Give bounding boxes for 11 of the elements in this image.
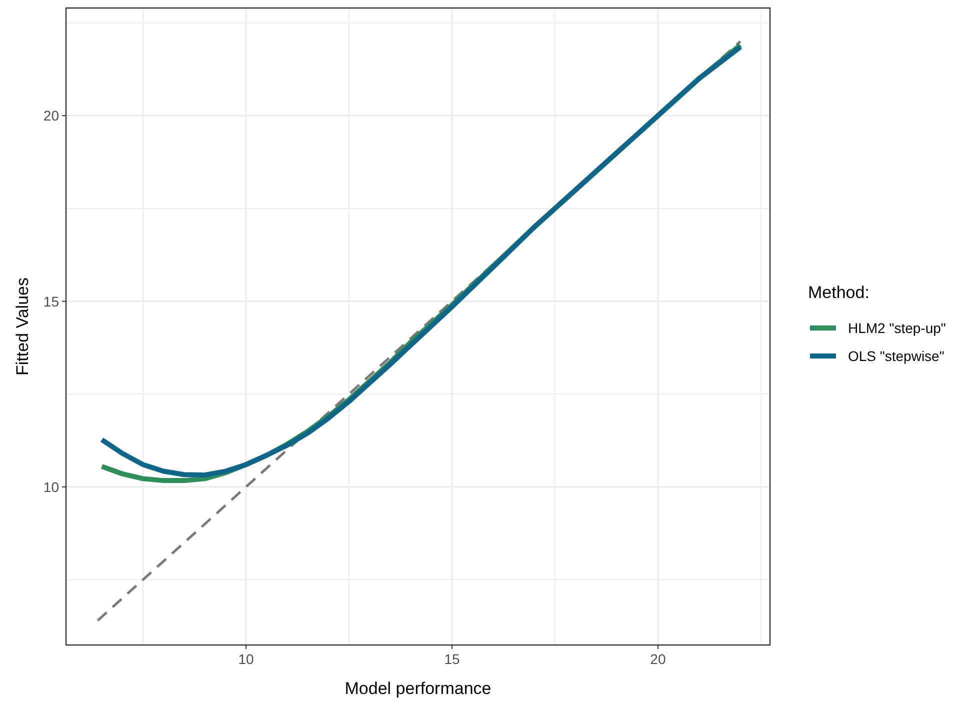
x-tick-label: 10: [238, 651, 254, 667]
legend-title: Method:: [808, 283, 870, 302]
y-tick-label: 10: [43, 478, 60, 495]
y-axis-title: Fitted Values: [13, 278, 32, 376]
x-tick-label: 20: [650, 651, 666, 667]
x-axis-title: Model performance: [344, 679, 492, 698]
legend-label: HLM2 "step-up": [848, 320, 946, 336]
x-tick-label: 15: [444, 651, 460, 667]
y-tick-label: 20: [43, 108, 60, 124]
y-tick-label: 15: [43, 293, 60, 310]
legend-label: OLS "stepwise": [848, 348, 944, 364]
